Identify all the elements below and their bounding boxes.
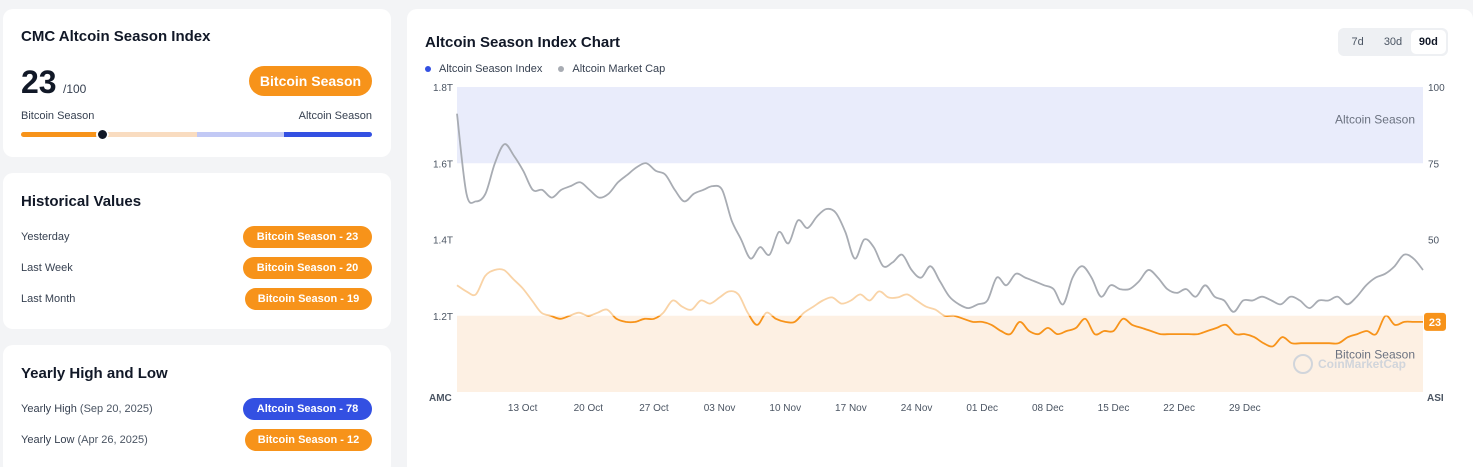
x-axis-tick-label: 01 Dec (966, 403, 998, 414)
historical-label-yesterday: Yesterday (21, 231, 70, 243)
x-axis-tick-label: 27 Oct (639, 403, 669, 414)
season-gauge (21, 132, 372, 137)
historical-value-yesterday: Bitcoin Season - 23 (243, 226, 372, 248)
scale-right-label: Altcoin Season (298, 110, 372, 122)
legend-label-index: Altcoin Season Index (439, 63, 543, 75)
left-axis-tick-label: 1.8T (433, 83, 453, 94)
historical-values-card: Historical Values Yesterday Bitcoin Seas… (3, 173, 391, 329)
yearly-high-low-card: Yearly High and Low Yearly High (Sep 20,… (3, 345, 391, 467)
yearly-high-label: Yearly High (21, 403, 77, 415)
x-axis-tick-label: 08 Dec (1032, 403, 1064, 414)
right-axis-tick-label: 50 (1428, 236, 1440, 247)
index-card-title: CMC Altcoin Season Index (21, 28, 211, 45)
series-line-altcoin-season-index-lower (546, 315, 1423, 348)
x-axis-tick-label: 03 Nov (704, 403, 736, 414)
right-axis-tick-label: 100 (1428, 83, 1445, 94)
zone-band-1 (457, 315, 1423, 392)
historical-label-last-week: Last Week (21, 262, 73, 274)
historical-value-last-week: Bitcoin Season - 20 (243, 257, 372, 279)
yearly-high-date: (Sep 20, 2025) (79, 403, 153, 415)
x-axis-tick-label: 10 Nov (769, 403, 801, 414)
zone-band-0 (457, 87, 1423, 164)
yearly-high-value: Altcoin Season - 78 (243, 398, 372, 420)
altcoin-season-chart: Altcoin Season Bitcoin SeasonCoinMarketCa… (429, 83, 1446, 414)
zone-label-altcoin: Altcoin Season (1335, 113, 1415, 127)
gauge-segment-altcoin-light (196, 132, 285, 137)
legend-dot-market-cap (558, 66, 565, 72)
x-axis-tick-label: 22 Dec (1163, 403, 1195, 414)
legend-item-market-cap[interactable]: Altcoin Market Cap (558, 63, 665, 75)
current-value-marker (1424, 312, 1446, 331)
x-axis-tick-label: 29 Dec (1229, 403, 1261, 414)
gauge-indicator (95, 128, 109, 141)
historical-value-last-month: Bitcoin Season - 19 (245, 288, 372, 310)
legend-label-market-cap: Altcoin Market Cap (572, 63, 666, 75)
x-axis-tick-label: 24 Nov (901, 403, 933, 414)
right-axis-label: ASI (1427, 393, 1444, 404)
index-max: /100 (63, 82, 87, 96)
yearly-low-row-label: Yearly Low (Apr 26, 2025) (21, 434, 148, 446)
x-axis-tick-label: 13 Oct (508, 403, 538, 414)
yearly-high-row-label: Yearly High (Sep 20, 2025) (21, 403, 153, 415)
time-range-selector: 7d 30d 90d (1338, 28, 1448, 56)
scale-left-label: Bitcoin Season (21, 110, 95, 122)
x-axis-tick-label: 15 Dec (1098, 403, 1130, 414)
left-axis-tick-label: 1.2T (433, 312, 453, 323)
left-axis-tick-label: 1.6T (433, 159, 453, 170)
current-season-badge: Bitcoin Season (249, 66, 372, 96)
gauge-segment-altcoin (284, 132, 372, 137)
altcoin-season-index-card: CMC Altcoin Season Index 23 /100 Bitcoin… (3, 9, 391, 157)
historical-title: Historical Values (21, 193, 142, 210)
gauge-segment-bitcoin-light (108, 132, 197, 137)
range-button-7d[interactable]: 7d (1351, 36, 1364, 48)
yearly-title: Yearly High and Low (21, 365, 168, 382)
range-button-90d[interactable]: 90d (1410, 30, 1446, 54)
yearly-low-value: Bitcoin Season - 12 (245, 429, 372, 451)
zone-label-bitcoin: Bitcoin Season (1335, 347, 1415, 361)
legend-dot-index (425, 66, 431, 72)
right-axis-tick-label: 75 (1428, 159, 1440, 170)
x-axis-tick-label: 20 Oct (574, 403, 604, 414)
left-axis-label: AMC (429, 393, 452, 404)
altcoin-season-chart-card: Altcoin Season Bitcoin Season CoinMarketCa… (407, 9, 1473, 467)
gauge-segment-bitcoin (21, 132, 109, 137)
yearly-low-date: (Apr 26, 2025) (77, 434, 148, 446)
chart-legend: Altcoin Season Index Altcoin Market Cap (425, 63, 665, 75)
left-axis-tick-label: 1.4T (433, 236, 453, 247)
watermark-logo-icon (1293, 354, 1313, 374)
range-button-30d[interactable]: 30d (1383, 36, 1403, 48)
index-value: 23 (21, 64, 57, 100)
chart-title: Altcoin Season Index Chart (425, 34, 621, 51)
current-value-label: 23 (1429, 317, 1441, 329)
watermark-text: CoinMarketCap (1318, 357, 1406, 371)
x-axis-tick-label: 17 Nov (835, 403, 867, 414)
yearly-low-label: Yearly Low (21, 434, 75, 446)
historical-label-last-month: Last Month (21, 293, 76, 305)
series-line-altcoin-season-index-upper (456, 268, 1389, 316)
legend-item-index[interactable]: Altcoin Season Index (425, 63, 542, 75)
series-line-altcoin-market-cap (456, 113, 1424, 313)
